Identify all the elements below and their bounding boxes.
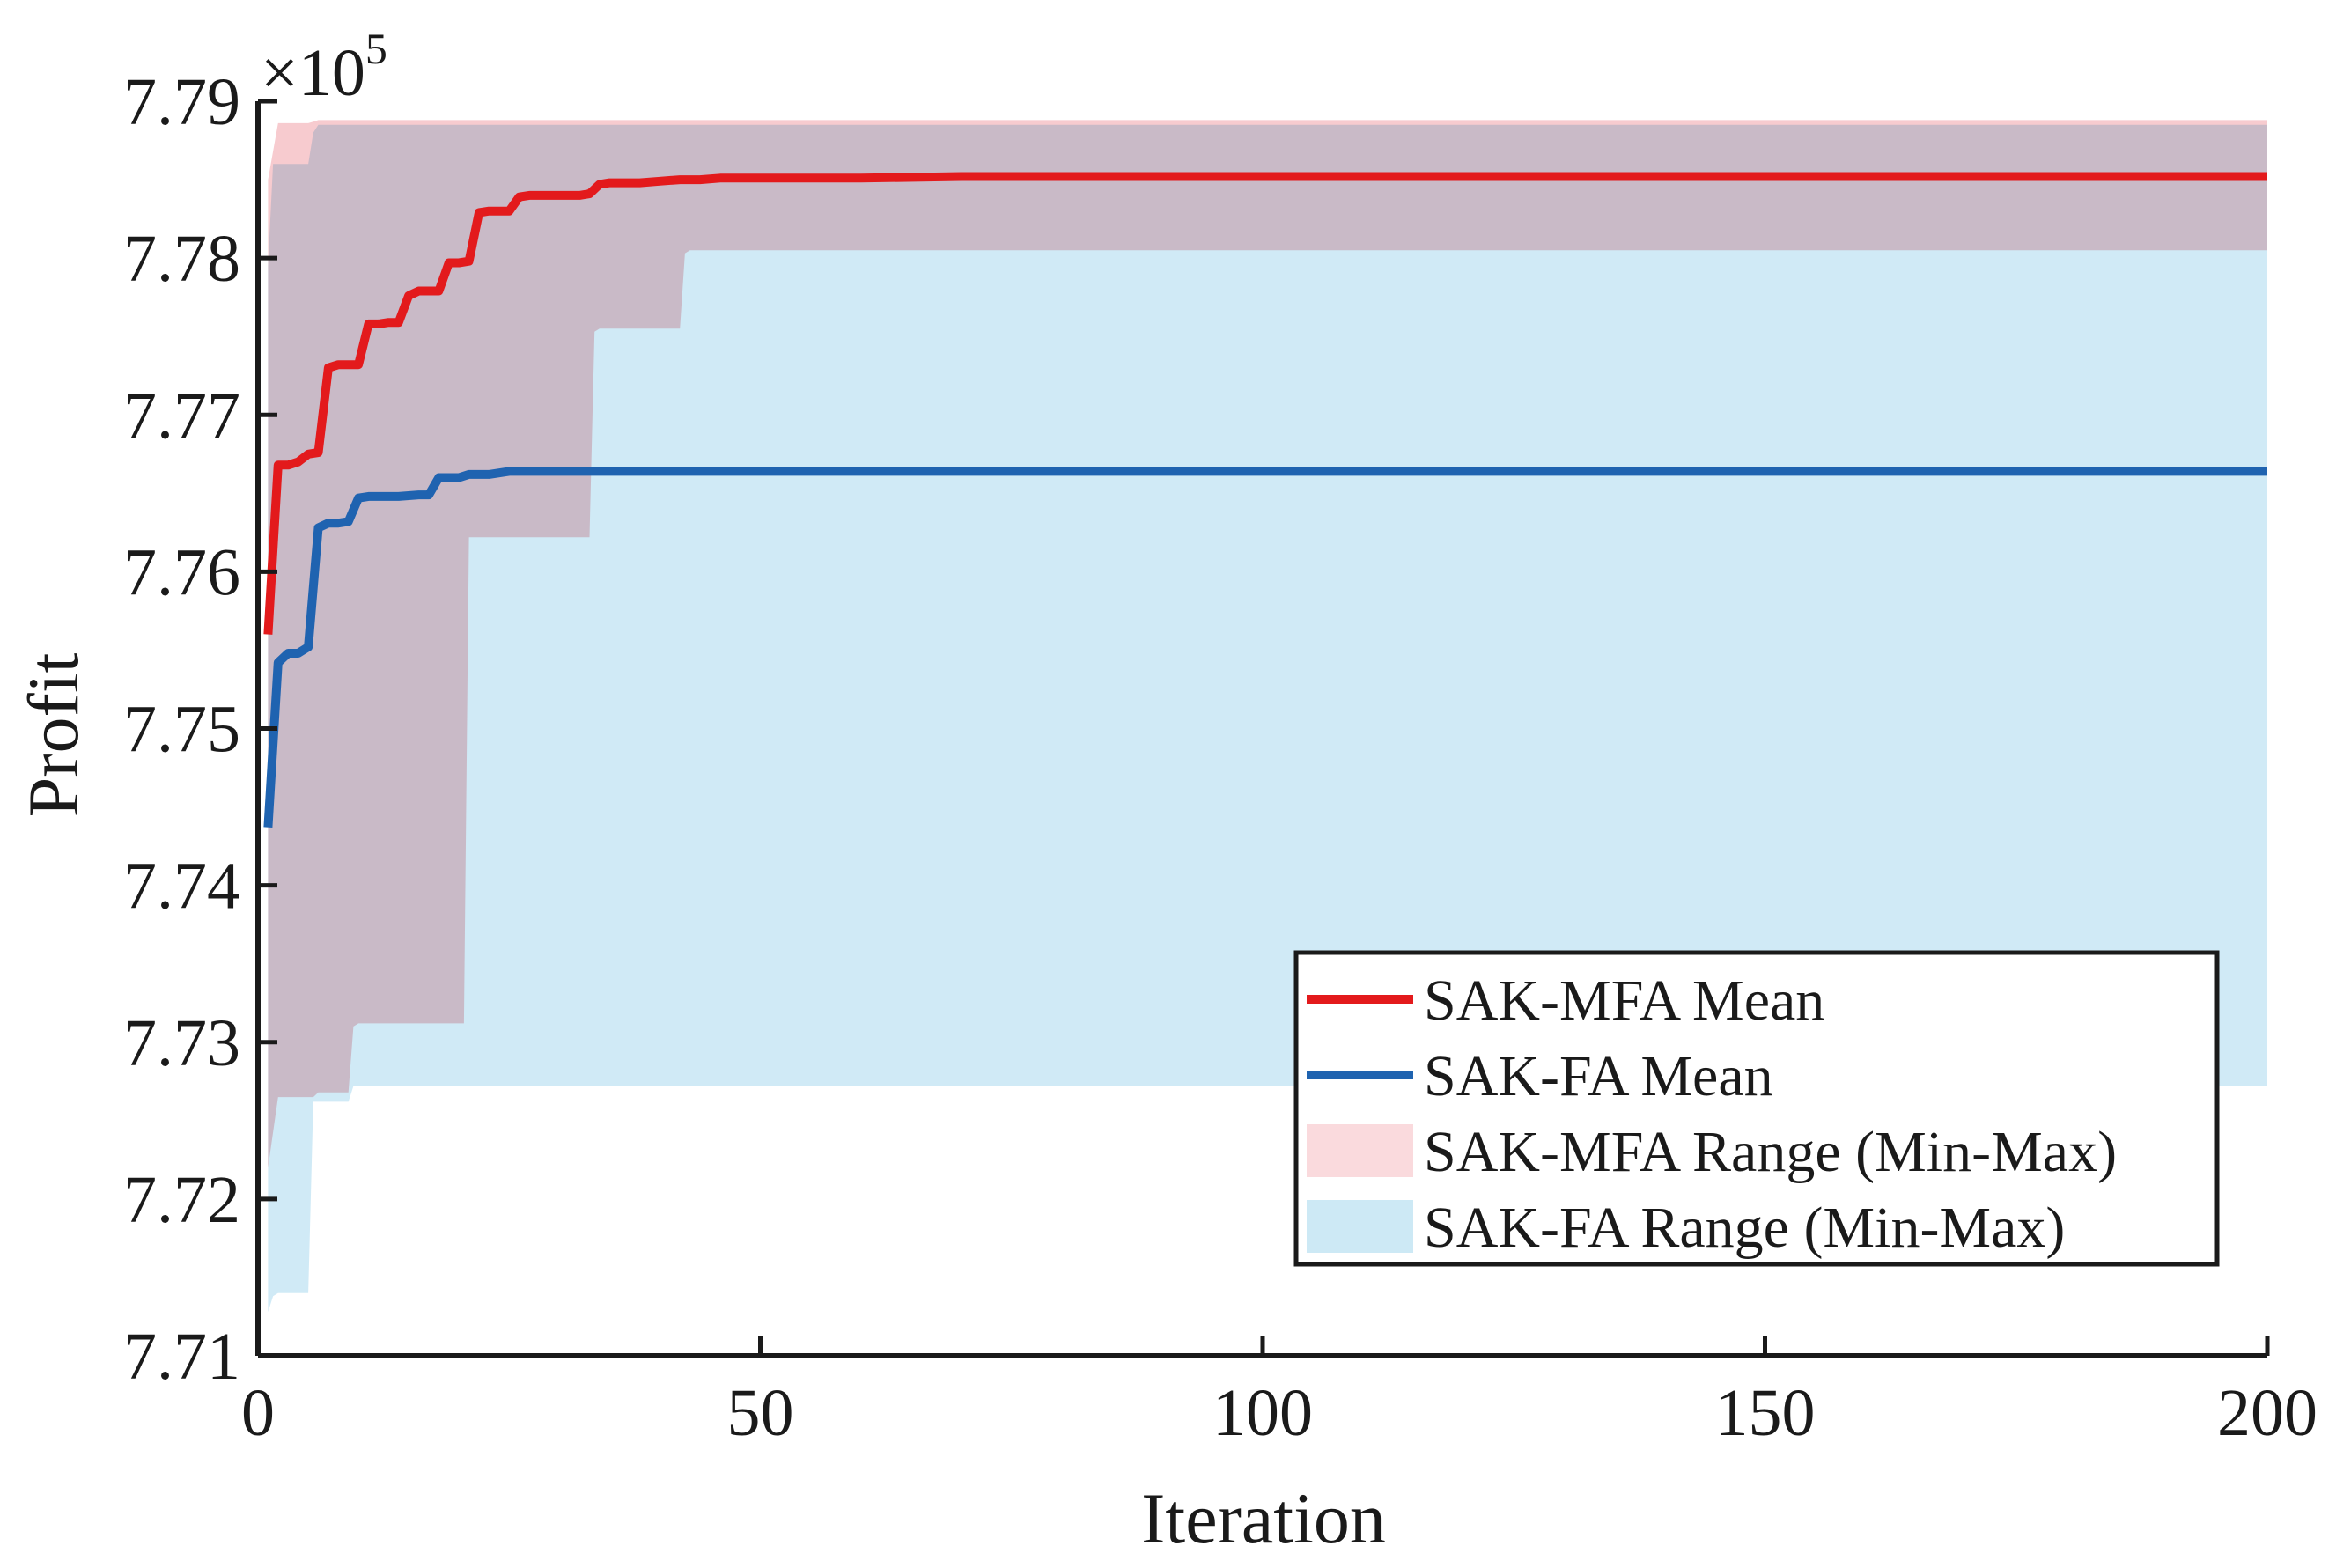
y-axis-multiplier: ×105	[261, 24, 387, 110]
y-tick-label: 7.72	[123, 1163, 240, 1237]
y-tick-label: 7.71	[123, 1320, 240, 1394]
x-tick-label: 100	[1212, 1376, 1313, 1450]
y-ticks: 7.71 7.72 7.73 7.74 7.75 7.76 7.77 7.78 7.79	[123, 65, 277, 1394]
legend-swatch-sak-mfa-range-min-max	[1307, 1124, 1413, 1177]
legend-label-sak-fa-mean: SAK-FA Mean	[1424, 1044, 1773, 1108]
y-axis-multiplier-base: ×10	[261, 36, 365, 110]
legend-label-sak-mfa-mean: SAK-MFA Mean	[1424, 968, 1824, 1033]
legend-swatch-sak-fa-range-min-max	[1307, 1200, 1413, 1253]
legend: SAK-MFA Mean SAK-FA Mean SAK-MFA Range (Mi…	[1293, 950, 2220, 1267]
y-tick-label: 7.74	[123, 850, 240, 924]
x-tick-label: 200	[2217, 1376, 2318, 1450]
y-tick-label: 7.78	[123, 222, 240, 296]
x-tick-label: 0	[241, 1376, 275, 1450]
x-tick-label: 50	[727, 1376, 794, 1450]
y-axis-multiplier-exponent: 5	[365, 24, 387, 73]
legend-box	[1293, 950, 2220, 1267]
legend-label-sak-mfa-range-min-max: SAK-MFA Range (Min-Max)	[1424, 1120, 2117, 1184]
y-tick-label: 7.75	[123, 693, 240, 767]
y-tick-label: 7.76	[123, 535, 240, 609]
y-tick-label: 7.79	[123, 65, 240, 139]
x-tick-label: 150	[1715, 1376, 1816, 1450]
y-axis-title: Profit	[13, 652, 93, 817]
y-tick-label: 7.73	[123, 1006, 240, 1080]
line-sak-mfa-mean	[263, 172, 2267, 635]
legend-label-sak-fa-range-min-max: SAK-FA Range (Min-Max)	[1424, 1196, 2065, 1260]
x-ticks: 0 50 100 150 200	[241, 1336, 2318, 1450]
y-tick-label: 7.77	[123, 379, 240, 453]
mean-lines	[263, 172, 2267, 828]
line-sak-fa-mean	[263, 467, 2267, 828]
x-axis-title: Iteration	[1141, 1478, 1386, 1558]
